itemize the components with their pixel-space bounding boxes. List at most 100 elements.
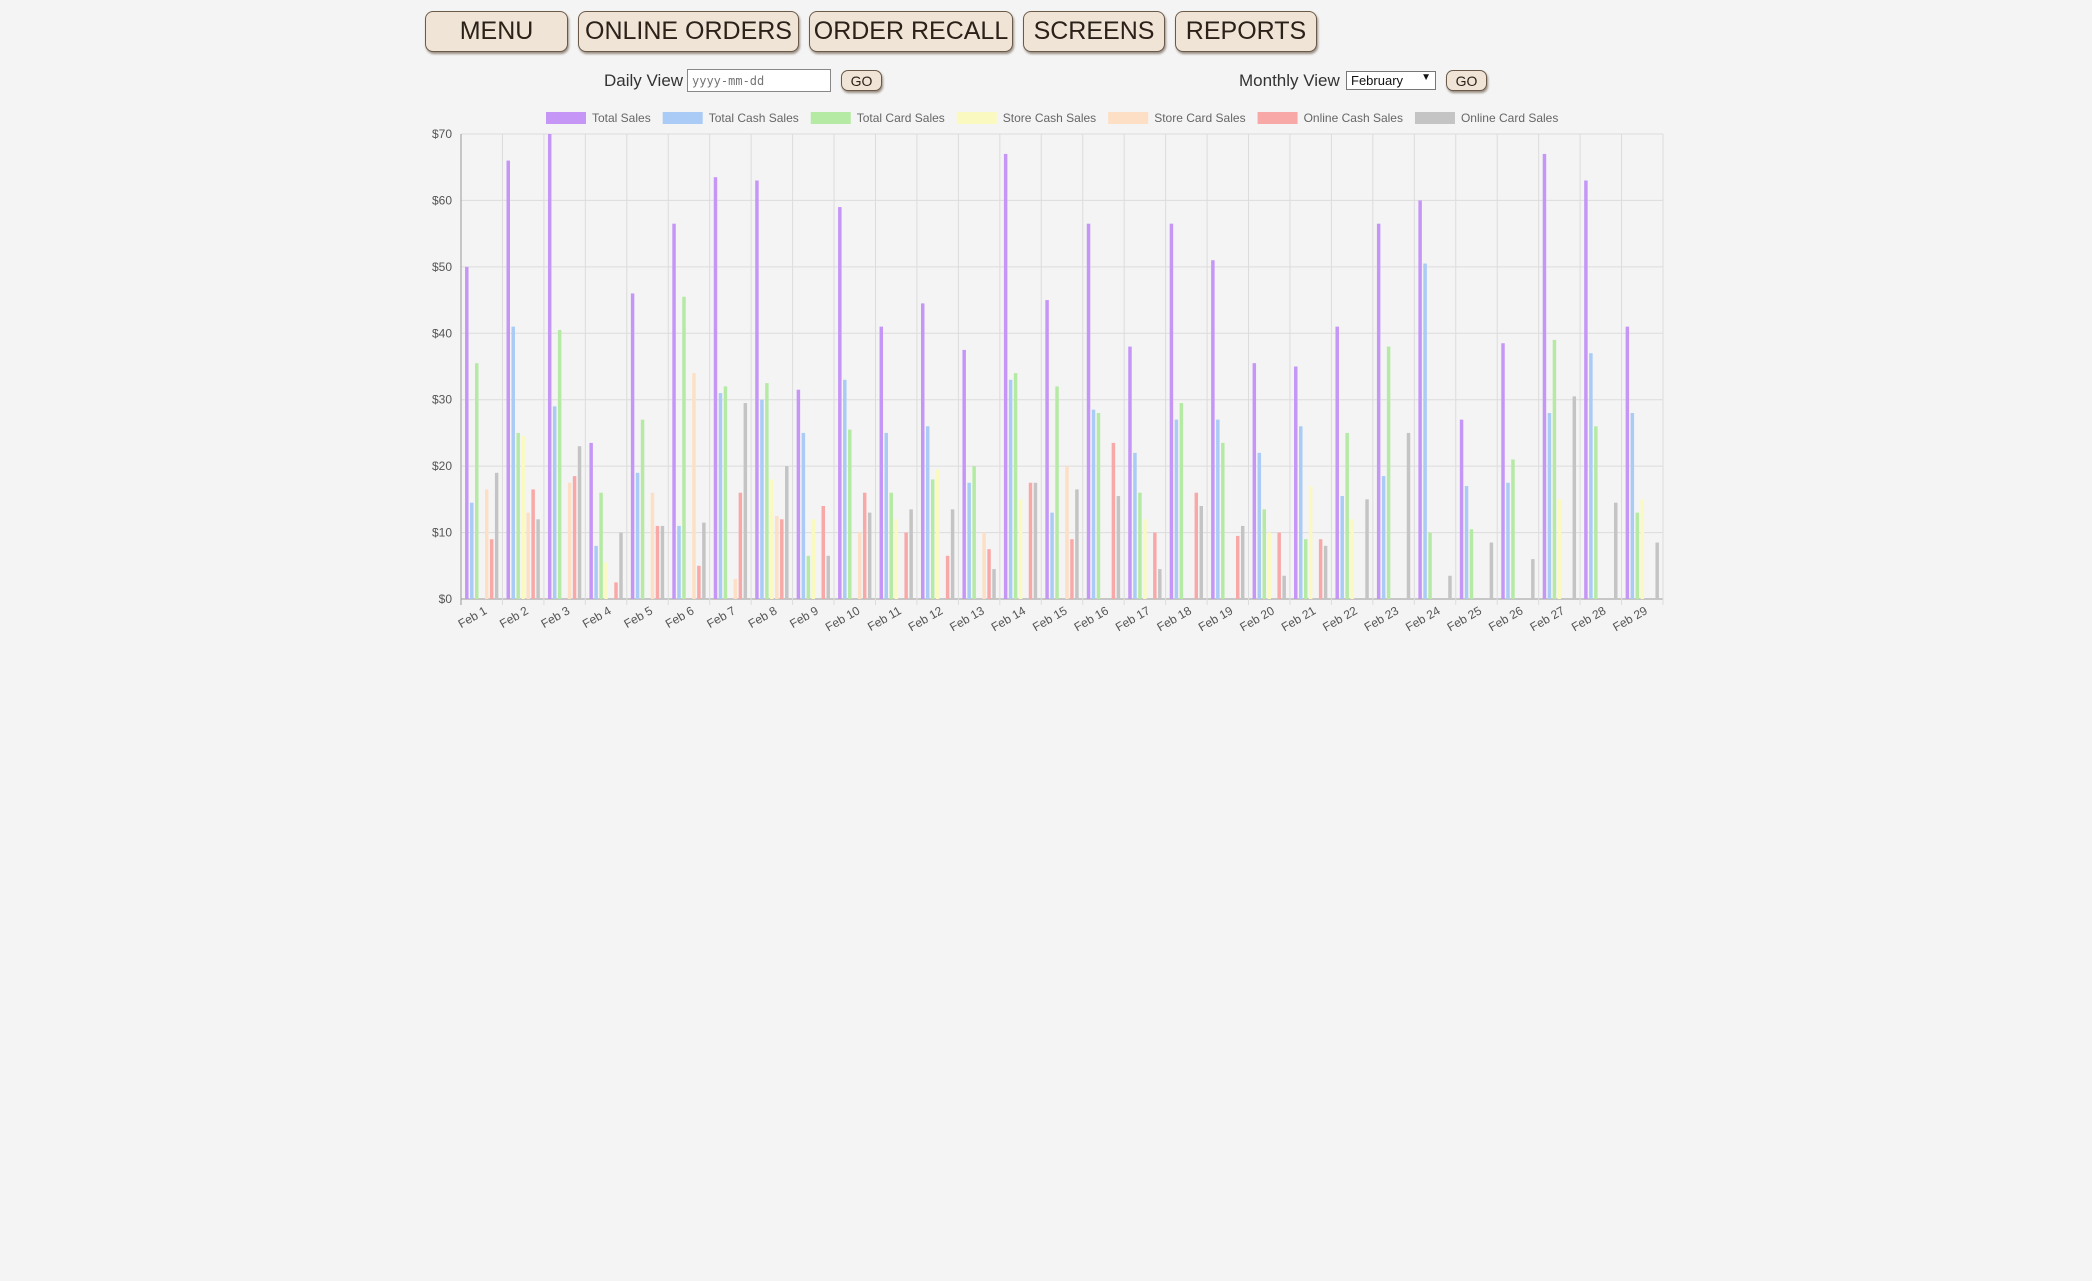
bar bbox=[655, 525, 660, 599]
date-input[interactable] bbox=[687, 69, 831, 92]
bar bbox=[1589, 353, 1593, 599]
daily-view-label: Daily View bbox=[604, 71, 684, 90]
bar bbox=[780, 519, 784, 599]
x-tick-label: Feb 12 bbox=[906, 603, 946, 634]
bar bbox=[1635, 512, 1640, 599]
legend-swatch bbox=[662, 112, 703, 124]
bar bbox=[862, 492, 867, 599]
legend-swatch bbox=[1257, 112, 1298, 124]
bar bbox=[1584, 180, 1588, 599]
bar bbox=[1221, 442, 1225, 599]
bar bbox=[1199, 506, 1204, 599]
x-tick-label: Feb 16 bbox=[1072, 603, 1112, 634]
reports-button[interactable]: REPORTS bbox=[1175, 11, 1317, 52]
bar bbox=[867, 512, 872, 599]
bar bbox=[801, 432, 806, 599]
bar bbox=[702, 522, 706, 599]
bar bbox=[635, 472, 640, 599]
legend-swatch bbox=[956, 112, 997, 124]
x-tick-label: Feb 19 bbox=[1196, 603, 1236, 634]
bar bbox=[904, 532, 908, 599]
legend-label: Online Cash Sales bbox=[1304, 111, 1403, 125]
bar bbox=[843, 379, 847, 599]
bar bbox=[935, 469, 940, 599]
order-recall-button[interactable]: ORDER RECALL bbox=[809, 11, 1013, 52]
bar bbox=[697, 565, 701, 599]
x-tick-label: Feb 24 bbox=[1403, 603, 1443, 634]
daily-go-button[interactable]: GO bbox=[841, 70, 882, 91]
month-select-value: February bbox=[1351, 73, 1404, 88]
month-select[interactable]: February ▼ bbox=[1346, 71, 1436, 90]
bar bbox=[925, 426, 930, 599]
x-tick-label: Feb 1 bbox=[456, 603, 490, 631]
legend-label: Total Sales bbox=[592, 111, 651, 125]
bar bbox=[1267, 532, 1271, 599]
y-tick-label: $10 bbox=[432, 526, 452, 540]
bar bbox=[1464, 486, 1469, 599]
bar bbox=[594, 545, 598, 599]
bar bbox=[1282, 575, 1286, 599]
bar bbox=[848, 429, 852, 599]
bar bbox=[1018, 499, 1023, 599]
bar bbox=[838, 207, 842, 600]
x-tick-label: Feb 15 bbox=[1030, 603, 1070, 634]
bar bbox=[1448, 575, 1452, 599]
monthly-go-button[interactable]: GO bbox=[1446, 70, 1487, 91]
bar bbox=[1345, 432, 1349, 599]
legend-label: Store Cash Sales bbox=[1003, 111, 1096, 125]
bar bbox=[1299, 426, 1303, 599]
bar bbox=[547, 134, 552, 599]
bar bbox=[1008, 379, 1013, 599]
bar bbox=[738, 492, 743, 599]
bar bbox=[1614, 502, 1618, 599]
bar bbox=[992, 569, 996, 599]
bar bbox=[536, 519, 540, 599]
x-tick-label: Feb 8 bbox=[746, 603, 780, 631]
x-tick-label: Feb 14 bbox=[989, 603, 1029, 634]
screens-button[interactable]: SCREENS bbox=[1023, 11, 1165, 52]
bar bbox=[692, 373, 696, 599]
menu-button[interactable]: MENU bbox=[425, 11, 568, 52]
online-orders-button[interactable]: ONLINE ORDERS bbox=[578, 11, 799, 52]
bar bbox=[1323, 545, 1328, 599]
bar bbox=[672, 223, 676, 599]
bar bbox=[1277, 532, 1281, 599]
bar bbox=[1116, 496, 1121, 599]
bar bbox=[967, 482, 971, 599]
bar bbox=[909, 509, 913, 599]
bar bbox=[1572, 396, 1577, 599]
bar bbox=[1542, 153, 1547, 599]
bar bbox=[821, 506, 825, 599]
bar bbox=[1091, 409, 1096, 599]
bar bbox=[733, 579, 738, 599]
bar bbox=[1308, 486, 1313, 599]
bar bbox=[879, 326, 884, 599]
bar bbox=[682, 296, 686, 599]
y-tick-label: $30 bbox=[432, 393, 452, 407]
bar bbox=[1050, 512, 1054, 599]
bar bbox=[1511, 459, 1515, 599]
bar bbox=[1211, 260, 1215, 599]
bar bbox=[962, 349, 966, 599]
bar bbox=[920, 303, 925, 599]
bar bbox=[604, 562, 608, 599]
bar bbox=[1252, 363, 1257, 599]
bar bbox=[1033, 482, 1038, 599]
bar bbox=[1303, 539, 1308, 599]
bar bbox=[930, 479, 935, 599]
bar bbox=[511, 326, 515, 599]
x-tick-label: Feb 22 bbox=[1320, 603, 1360, 634]
bar bbox=[470, 502, 474, 599]
bar bbox=[1531, 559, 1535, 599]
bar bbox=[1028, 482, 1033, 599]
x-tick-label: Feb 28 bbox=[1569, 603, 1609, 634]
bar bbox=[1075, 489, 1079, 599]
bar bbox=[894, 519, 898, 599]
bar bbox=[884, 432, 889, 599]
bar bbox=[770, 479, 774, 599]
x-tick-label: Feb 3 bbox=[539, 603, 573, 631]
x-tick-label: Feb 21 bbox=[1279, 603, 1319, 634]
bar bbox=[484, 489, 489, 599]
legend-swatch bbox=[1108, 112, 1149, 124]
